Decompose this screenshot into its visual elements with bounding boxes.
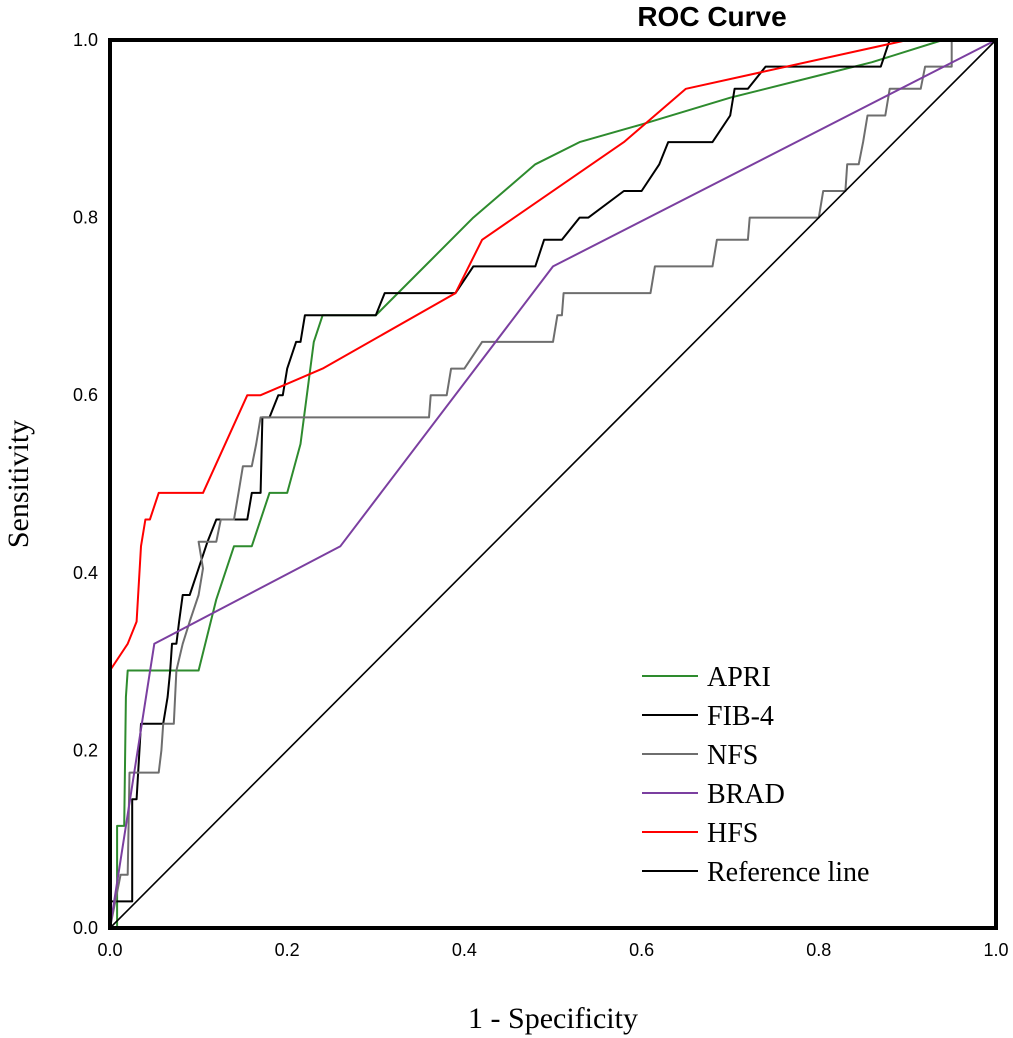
x-tick-label: 0.0 — [97, 940, 122, 960]
y-tick-label: 0.0 — [73, 918, 98, 938]
y-tick-label: 1.0 — [73, 30, 98, 50]
series-line-fib-4 — [109, 39, 996, 928]
y-tick-label: 0.6 — [73, 385, 98, 405]
x-axis-label: 1 - Specificity — [468, 1002, 638, 1035]
series-line-hfs — [109, 39, 996, 672]
legend-label: Reference line — [707, 857, 869, 888]
series-line-brad — [109, 39, 997, 929]
series-line-nfs — [109, 39, 996, 929]
series-line-apri — [110, 39, 996, 929]
x-tick-labels: 0.0 0.2 0.4 0.6 0.8 1.0 — [97, 940, 1008, 960]
legend-label: HFS — [707, 818, 758, 849]
legend-label: FIB-4 — [707, 701, 774, 732]
legend-item: NFS — [642, 740, 758, 771]
y-axis-label: Sensitivity — [2, 420, 35, 548]
legend-item: FIB-4 — [642, 701, 774, 732]
chart-title: ROC Curve — [637, 1, 786, 32]
legend-item: Reference line — [642, 857, 869, 888]
plot-frame — [108, 38, 998, 930]
plot-area — [109, 39, 997, 929]
legend-item: HFS — [642, 818, 758, 849]
x-tick-label: 0.8 — [806, 940, 831, 960]
x-tick-label: 0.4 — [452, 940, 477, 960]
y-tick-label: 0.8 — [73, 208, 98, 228]
y-tick-label: 0.2 — [73, 740, 98, 760]
series-line-reference-line — [109, 39, 997, 929]
x-tick-label: 1.0 — [983, 940, 1008, 960]
x-tick-label: 0.2 — [275, 940, 300, 960]
legend: APRI FIB-4 NFS BRAD HFS Reference line — [642, 662, 869, 888]
y-tick-labels: 0.0 0.2 0.4 0.6 0.8 1.0 — [73, 30, 98, 938]
legend-label: BRAD — [707, 779, 785, 810]
legend-item: APRI — [642, 662, 771, 693]
y-tick-label: 0.4 — [73, 563, 98, 583]
legend-label: APRI — [707, 662, 771, 693]
legend-item: BRAD — [642, 779, 785, 810]
legend-label: NFS — [707, 740, 758, 771]
x-tick-label: 0.6 — [629, 940, 654, 960]
